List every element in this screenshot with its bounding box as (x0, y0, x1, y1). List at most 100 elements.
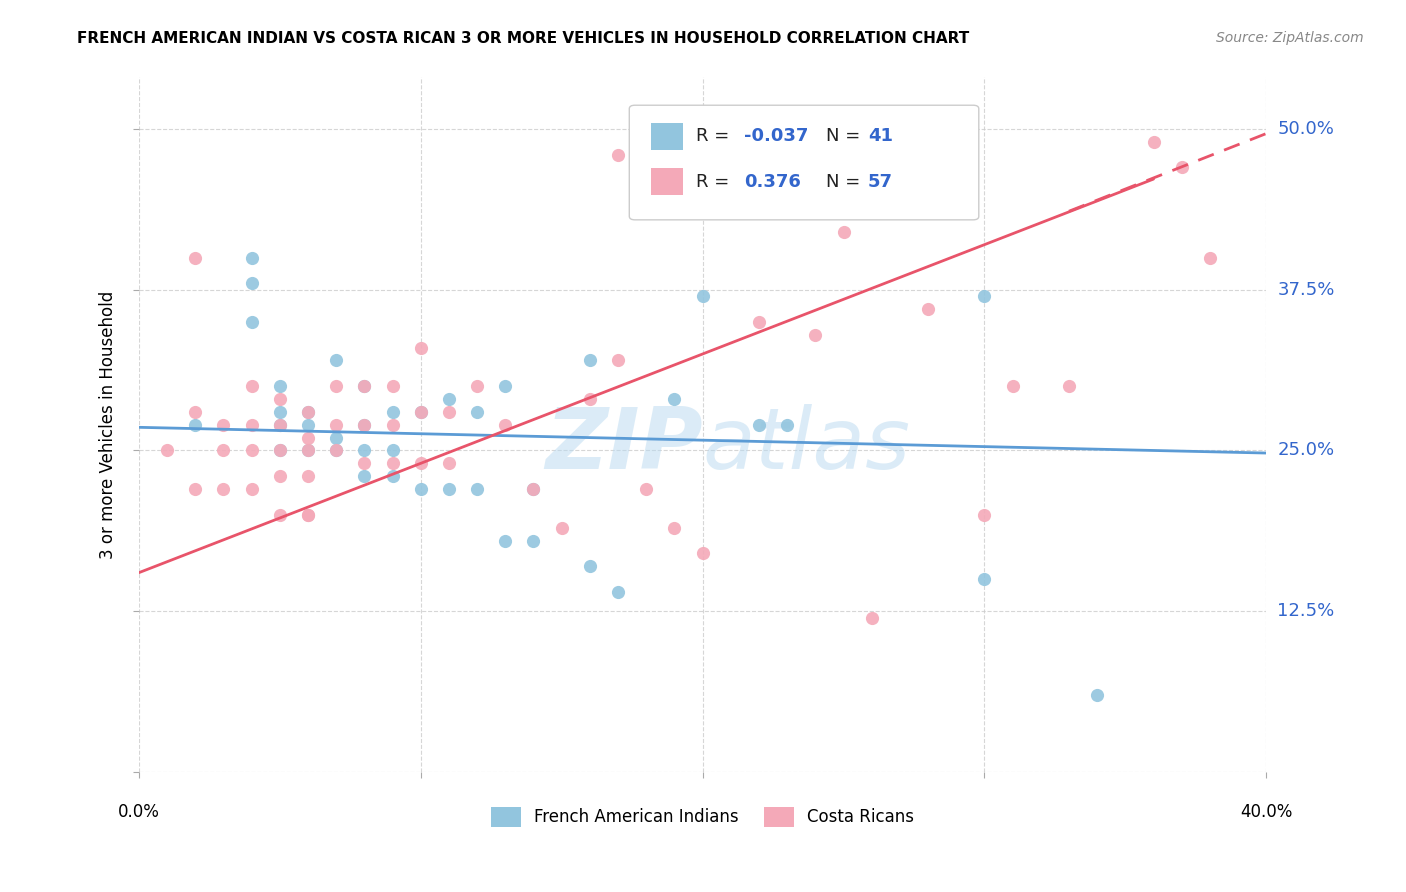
Point (240, 482, 263, 496)
Point (212, 482, 235, 496)
Point (437, 392, 460, 406)
Point (776, 417, 799, 432)
Point (325, 353, 347, 368)
Point (748, 315, 770, 329)
Text: FRENCH AMERICAN INDIAN VS COSTA RICAN 3 OR MORE VEHICLES IN HOUSEHOLD CORRELATIO: FRENCH AMERICAN INDIAN VS COSTA RICAN 3 … (77, 31, 970, 46)
Point (494, 417, 516, 432)
Point (325, 417, 347, 432)
Text: 57: 57 (868, 173, 893, 191)
Point (607, 353, 630, 368)
Point (409, 482, 432, 496)
Point (607, 147, 630, 161)
Point (184, 482, 207, 496)
Point (297, 405, 319, 419)
Point (269, 392, 291, 406)
Point (437, 405, 460, 419)
Point (437, 482, 460, 496)
Point (353, 379, 375, 393)
Point (381, 456, 404, 470)
Point (860, 610, 883, 624)
Text: 0.0%: 0.0% (118, 803, 160, 821)
Point (297, 405, 319, 419)
Point (381, 443, 404, 458)
Text: ZIP: ZIP (546, 404, 703, 487)
Point (748, 417, 770, 432)
Text: 40.0%: 40.0% (1240, 803, 1292, 821)
Point (804, 327, 827, 342)
Point (353, 443, 375, 458)
Point (1057, 379, 1080, 393)
Point (353, 417, 375, 432)
Text: 37.5%: 37.5% (1278, 281, 1334, 299)
Point (1199, 251, 1222, 265)
Point (692, 289, 714, 303)
Text: N =: N = (827, 128, 866, 145)
Point (381, 379, 404, 393)
Point (465, 379, 488, 393)
Point (1001, 379, 1024, 393)
Point (325, 443, 347, 458)
Text: R =: R = (696, 173, 735, 191)
Point (240, 315, 263, 329)
Text: 41: 41 (868, 128, 893, 145)
Point (297, 443, 319, 458)
Point (297, 431, 319, 445)
Point (325, 379, 347, 393)
Point (409, 456, 432, 470)
Text: Source: ZipAtlas.com: Source: ZipAtlas.com (1216, 31, 1364, 45)
Point (1170, 161, 1192, 175)
Point (353, 379, 375, 393)
Point (973, 508, 995, 522)
Text: 25.0%: 25.0% (1278, 442, 1334, 459)
Point (184, 405, 207, 419)
Point (240, 417, 263, 432)
Point (1142, 135, 1164, 149)
Text: 12.5%: 12.5% (1278, 602, 1334, 620)
Point (269, 417, 291, 432)
Point (522, 482, 544, 496)
Point (353, 456, 375, 470)
Point (381, 417, 404, 432)
Point (297, 508, 319, 522)
Point (409, 405, 432, 419)
Point (212, 443, 235, 458)
Point (297, 417, 319, 432)
Point (353, 417, 375, 432)
Point (240, 277, 263, 291)
Point (1085, 688, 1108, 702)
Point (550, 521, 572, 535)
Point (917, 301, 939, 316)
Legend: French American Indians, Costa Ricans: French American Indians, Costa Ricans (484, 801, 921, 833)
Point (269, 379, 291, 393)
Point (269, 405, 291, 419)
Point (579, 559, 602, 574)
Y-axis label: 3 or more Vehicles in Household: 3 or more Vehicles in Household (100, 291, 117, 559)
Point (579, 392, 602, 406)
Point (240, 443, 263, 458)
Point (636, 482, 658, 496)
Text: -0.037: -0.037 (744, 128, 808, 145)
Point (240, 379, 263, 393)
Point (381, 405, 404, 419)
Point (973, 572, 995, 586)
Text: N =: N = (827, 173, 866, 191)
Point (437, 456, 460, 470)
Point (522, 482, 544, 496)
Point (269, 508, 291, 522)
Point (353, 469, 375, 483)
Point (297, 469, 319, 483)
Point (184, 417, 207, 432)
FancyBboxPatch shape (651, 123, 683, 150)
Point (156, 443, 179, 458)
Point (269, 443, 291, 458)
Point (269, 417, 291, 432)
Text: atlas: atlas (703, 404, 911, 487)
Point (973, 289, 995, 303)
Point (465, 482, 488, 496)
Point (240, 251, 263, 265)
Text: 0.376: 0.376 (744, 173, 800, 191)
Point (494, 379, 516, 393)
Point (522, 533, 544, 548)
FancyBboxPatch shape (630, 105, 979, 219)
Point (607, 585, 630, 599)
